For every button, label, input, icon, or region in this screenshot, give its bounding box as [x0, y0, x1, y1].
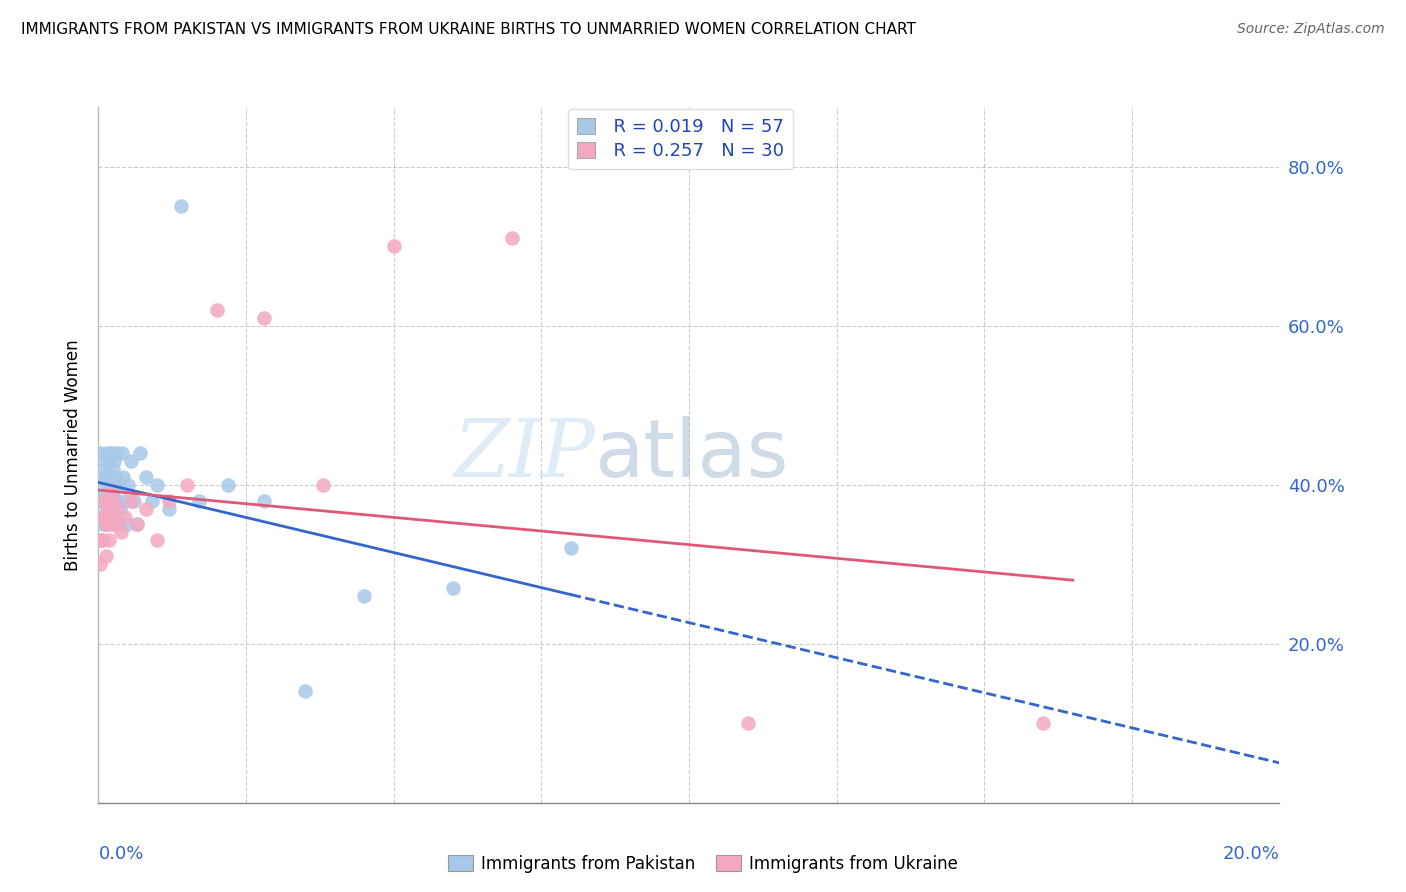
Point: [94, 493, 117, 508]
Point: [157, 493, 180, 508]
Point: [98, 454, 121, 468]
Point: [312, 477, 335, 491]
Point: [110, 501, 132, 516]
Y-axis label: Births to Unmarried Women: Births to Unmarried Women: [63, 339, 82, 571]
Point: [110, 525, 132, 540]
Point: [100, 509, 122, 524]
Point: [128, 446, 150, 460]
Point: [114, 493, 136, 508]
Point: [100, 446, 122, 460]
Point: [125, 517, 148, 532]
Point: [97, 493, 120, 508]
Point: [93, 462, 115, 476]
Point: [103, 485, 125, 500]
Point: [157, 501, 180, 516]
Point: [112, 470, 135, 484]
Point: [253, 493, 276, 508]
Point: [96, 501, 118, 516]
Point: [91, 493, 114, 508]
Point: [294, 684, 316, 698]
Point: [91, 509, 114, 524]
Point: [89, 493, 111, 508]
Point: [98, 477, 121, 491]
Text: atlas: atlas: [595, 416, 789, 494]
Point: [108, 477, 131, 491]
Point: [382, 239, 405, 253]
Point: [501, 231, 523, 245]
Point: [94, 454, 117, 468]
Point: [90, 533, 112, 548]
Point: [97, 517, 120, 532]
Point: [94, 549, 117, 564]
Point: [146, 533, 169, 548]
Point: [91, 533, 114, 548]
Text: Source: ZipAtlas.com: Source: ZipAtlas.com: [1237, 22, 1385, 37]
Point: [105, 470, 128, 484]
Point: [105, 446, 128, 460]
Point: [120, 454, 142, 468]
Point: [135, 501, 157, 516]
Point: [120, 493, 142, 508]
Point: [94, 517, 117, 532]
Text: 20.0%: 20.0%: [1223, 845, 1279, 863]
Point: [187, 493, 209, 508]
Point: [105, 493, 128, 508]
Point: [122, 493, 145, 508]
Point: [441, 581, 464, 595]
Point: [91, 470, 114, 484]
Point: [96, 470, 118, 484]
Legend: Immigrants from Pakistan, Immigrants from Ukraine: Immigrants from Pakistan, Immigrants fro…: [441, 848, 965, 880]
Point: [90, 509, 112, 524]
Point: [176, 477, 198, 491]
Point: [111, 446, 134, 460]
Point: [93, 509, 115, 524]
Point: [104, 477, 127, 491]
Point: [217, 477, 239, 491]
Point: [104, 517, 127, 532]
Point: [103, 454, 125, 468]
Point: [105, 501, 128, 516]
Point: [170, 199, 193, 213]
Point: [125, 517, 148, 532]
Point: [737, 716, 759, 731]
Point: [89, 446, 111, 460]
Point: [135, 470, 157, 484]
Point: [91, 517, 114, 532]
Point: [100, 470, 122, 484]
Text: IMMIGRANTS FROM PAKISTAN VS IMMIGRANTS FROM UKRAINE BIRTHS TO UNMARRIED WOMEN CO: IMMIGRANTS FROM PAKISTAN VS IMMIGRANTS F…: [21, 22, 915, 37]
Point: [353, 589, 375, 603]
Point: [94, 517, 117, 532]
Point: [93, 493, 115, 508]
Point: [97, 517, 120, 532]
Point: [107, 517, 129, 532]
Point: [115, 517, 138, 532]
Legend:   R = 0.019   N = 57,   R = 0.257   N = 30: R = 0.019 N = 57, R = 0.257 N = 30: [568, 109, 793, 169]
Point: [114, 509, 136, 524]
Point: [103, 462, 125, 476]
Point: [96, 446, 118, 460]
Point: [101, 517, 124, 532]
Point: [93, 485, 115, 500]
Point: [90, 533, 112, 548]
Text: 0.0%: 0.0%: [98, 845, 143, 863]
Point: [117, 477, 139, 491]
Text: ZIP: ZIP: [453, 417, 595, 493]
Point: [253, 310, 276, 325]
Point: [1032, 716, 1054, 731]
Point: [98, 533, 121, 548]
Point: [205, 302, 228, 317]
Point: [89, 558, 111, 572]
Point: [146, 477, 169, 491]
Point: [97, 477, 120, 491]
Point: [98, 485, 121, 500]
Point: [100, 493, 122, 508]
Point: [98, 501, 121, 516]
Point: [103, 493, 125, 508]
Point: [94, 477, 117, 491]
Point: [560, 541, 582, 556]
Point: [141, 493, 163, 508]
